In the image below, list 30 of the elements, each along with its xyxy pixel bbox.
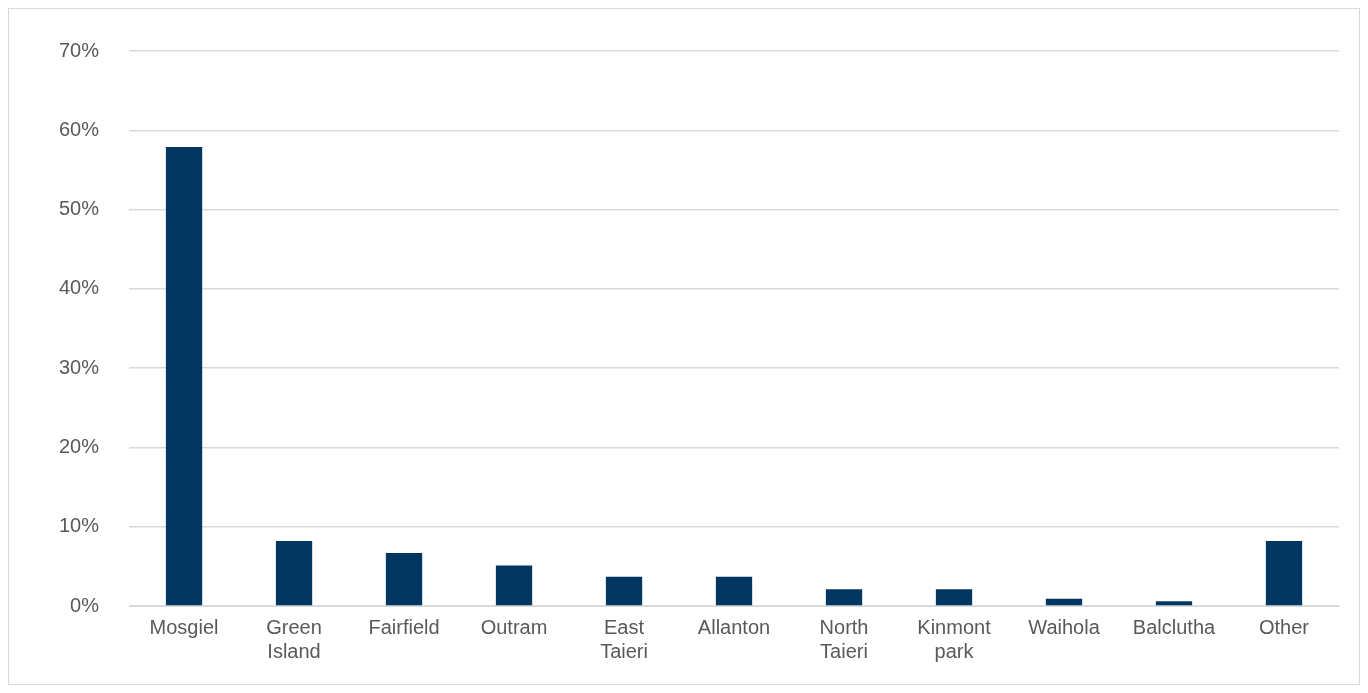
x-tick-label: Green Island	[266, 615, 322, 662]
bar	[165, 146, 203, 606]
x-tick-label: Mosgiel	[149, 615, 219, 638]
x-tick-label: Allanton	[697, 615, 771, 638]
y-tick-label: 50%	[59, 197, 100, 220]
y-tick-label: 60%	[59, 117, 100, 140]
y-tick-label: 30%	[59, 355, 100, 378]
y-tick-label: 10%	[59, 514, 100, 537]
x-tick-label: East Taieri	[600, 615, 648, 662]
y-tick-label: 0%	[70, 593, 100, 616]
x-tick-label: North Taieri	[819, 615, 869, 662]
bar	[1155, 601, 1193, 606]
bar	[1045, 598, 1083, 606]
x-tick-label: Kinmont park	[917, 615, 992, 662]
bar	[715, 576, 753, 606]
y-tick-label: 40%	[59, 276, 100, 299]
x-tick-label: Other	[1258, 615, 1310, 638]
bar	[935, 589, 973, 606]
bar	[495, 565, 533, 606]
x-tick-label: Outram	[480, 615, 548, 638]
bar	[825, 589, 863, 606]
x-tick-label: Waihola	[1028, 615, 1101, 638]
x-tick-label: Fairfield	[368, 615, 440, 638]
bar	[275, 540, 313, 606]
y-tick-label: 20%	[59, 434, 100, 457]
bar	[605, 576, 643, 606]
x-tick-label: Balclutha	[1132, 615, 1217, 638]
bar	[1265, 540, 1303, 606]
y-tick-label: 70%	[59, 38, 100, 61]
bar	[385, 552, 423, 606]
